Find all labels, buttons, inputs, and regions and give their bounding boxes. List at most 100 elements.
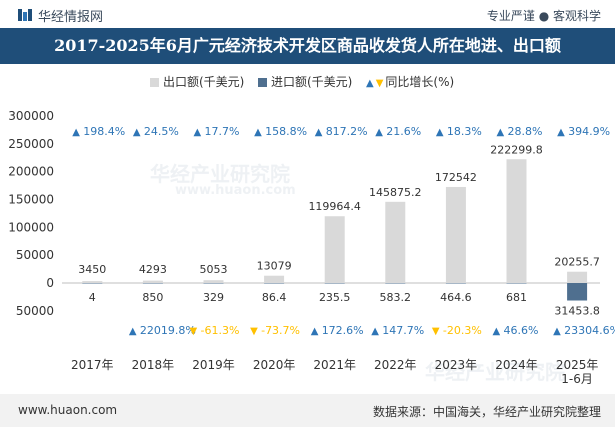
export-growth-label: 198.4% [83,125,125,138]
export-bar [142,280,163,283]
export-growth-label: 817.2% [326,125,368,138]
import-growth-label: 22019.8% [140,324,196,337]
export-bar [264,275,285,283]
import-growth-label: 23304.6% [564,324,615,337]
footer-url: www.huaon.com [18,403,118,417]
import-bar [567,283,588,301]
export-value-label: 5053 [200,263,228,276]
y-tick-label: 100000 [8,220,54,234]
import-bar [264,283,285,284]
legend-export-swatch [150,78,159,87]
import-growth-label: 46.6% [504,324,539,337]
export-growth-label: 17.7% [205,125,240,138]
top-bar: 华经情报网 专业严谨 ● 客观科学 [0,0,615,28]
export-growth-arrow-icon: ▲ [497,127,505,138]
import-growth-arrow-icon: ▲ [553,326,561,337]
export-bar [506,159,527,283]
import-value-label: 86.4 [262,291,287,304]
chart-title: 2017-2025年6月广元经济技术开发区商品收发货人所在地进、出口额 [54,36,561,55]
x-category-label: 2020年 [253,358,296,372]
export-growth-arrow-icon: ▲ [436,127,444,138]
export-growth-label: 18.3% [447,125,482,138]
import-value-label: 329 [203,291,224,304]
export-growth-arrow-icon: ▲ [254,127,262,138]
import-value-label: 235.5 [319,291,351,304]
import-growth-arrow-icon: ▼ [432,326,440,337]
export-value-label: 172542 [435,171,477,184]
export-bar [82,281,103,283]
title-bar: 2017-2025年6月广元经济技术开发区商品收发货人所在地进、出口额 [0,28,615,64]
export-growth-label: 158.8% [265,125,307,138]
export-bar [567,271,588,283]
chart-svg: 300000 250000 200000 150000 100000 50000 0 5000… [8,109,615,386]
export-growth-label: 394.9% [568,125,610,138]
export-growth-arrow-icon: ▲ [194,127,202,138]
import-bar [324,283,345,284]
legend-import-swatch [258,78,267,87]
y-tick-label: 50000 [16,248,54,262]
export-bar [203,280,224,283]
export-value-label: 222299.8 [490,143,543,156]
import-growth-label: 147.7% [382,324,424,337]
import-growth-arrow-icon: ▼ [190,326,198,337]
watermark-text: 华经产业研究院 [150,162,290,186]
x-category-label: 1-6月 [561,372,593,386]
import-growth-label: 172.6% [322,324,364,337]
footer-source: 数据来源：中国海关，华经产业研究院整理 [372,405,601,419]
export-growth-label: 24.5% [144,125,179,138]
export-value-label: 4293 [139,263,167,276]
export-growth-arrow-icon: ▲ [315,127,323,138]
y-tick-label: 200000 [8,165,54,179]
import-bar [445,283,466,284]
export-growth-arrow-icon: ▲ [133,127,141,138]
header-slogan: 专业严谨 ● 客观科学 [486,9,601,23]
import-value-label: 583.2 [380,291,412,304]
legend-up-triangle-icon: ▲ [366,78,374,89]
y-tick-label: 0 [46,276,54,290]
import-value-label: 31453.8 [554,305,600,318]
x-category-label: 2024年 [495,358,538,372]
import-growth-arrow-icon: ▲ [371,326,379,337]
legend-import: 进口额(千美元) [258,74,352,90]
import-bar [142,283,163,284]
y-tick-label: 300000 [8,109,54,123]
watermark-text-2: 华经产业研究院 [425,360,565,384]
watermark-url: www.huaon.com [175,183,296,198]
y-tick-label: 150000 [8,193,54,207]
legend-down-triangle-icon: ▼ [375,78,384,89]
export-growth-label: 21.6% [386,125,421,138]
import-bar [82,283,103,284]
import-value-label: 681 [506,291,527,304]
y-tick-label: 50000 [16,304,54,318]
legend-export-label: 出口额(千美元) [163,75,245,89]
export-growth-arrow-icon: ▲ [557,127,565,138]
import-growth-label: -73.7% [261,324,300,337]
legend-import-label: 进口额(千美元) [271,75,353,89]
y-tick-label: 250000 [8,137,54,151]
x-category-label: 2017年 [71,358,114,372]
legend-growth-label: 同比增长(%) [385,75,455,89]
legend-growth: ▲ ▼ 同比增长(%) [366,74,454,92]
x-category-label: 2019年 [192,358,235,372]
export-growth-label: 28.8% [508,125,543,138]
export-value-label: 20255.7 [554,256,600,269]
import-value-label: 464.6 [440,291,472,304]
x-category-label: 2022年 [374,358,417,372]
export-bar [385,201,406,283]
export-value-label: 119964.4 [308,200,361,213]
x-category-label: 2021年 [313,358,356,372]
export-growth-arrow-icon: ▲ [72,127,80,138]
import-value-label: 850 [142,291,163,304]
export-bar [445,186,466,283]
import-growth-arrow-icon: ▲ [311,326,319,337]
export-value-label: 145875.2 [369,186,422,199]
import-growth-label: -61.3% [201,324,240,337]
chart-legend: 出口额(千美元) 进口额(千美元) ▲ ▼ 同比增长(%) [0,74,615,94]
huajing-logo-icon [18,9,32,21]
export-value-label: 3450 [78,263,106,276]
x-category-label: 2025年 [556,358,599,372]
x-category-label: 2023年 [435,358,478,372]
import-growth-arrow-icon: ▲ [493,326,501,337]
brand-name: 华经情报网 [38,10,104,25]
